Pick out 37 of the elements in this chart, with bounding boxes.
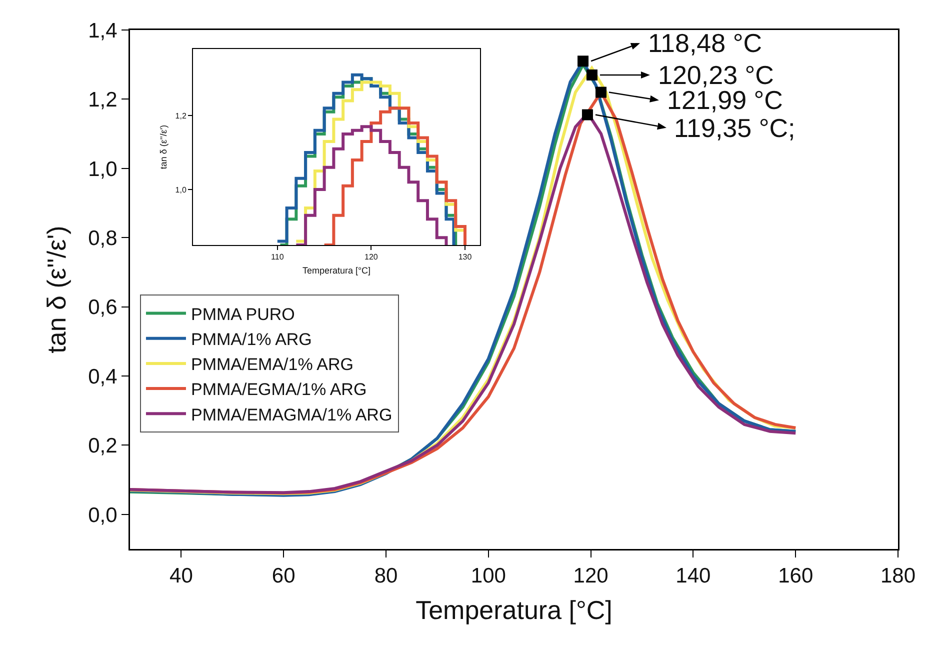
y-tick-label: 0,0: [88, 504, 118, 527]
x-tick-label: 100: [470, 564, 506, 588]
legend-label: PMMA/EMAGMA/1% ARG: [190, 405, 392, 424]
y-tick-label: 1,2: [175, 111, 187, 120]
y-tick-label: 1,2: [88, 88, 118, 112]
x-tick-label: 160: [778, 564, 814, 588]
y-axis-title: tan δ (ε''/ε'): [42, 226, 72, 354]
x-tick-label: 60: [272, 564, 296, 588]
point: [595, 86, 606, 98]
legend-label: PMMA PURO: [190, 304, 295, 324]
x-tick-label: 40: [170, 564, 193, 588]
annotation: 119,35 °C;: [674, 113, 796, 143]
x-tick-label: 140: [676, 564, 711, 588]
y-tick-label: 0,6: [88, 296, 118, 320]
annotation: 120,23 °C: [658, 60, 774, 90]
y-tick-label: 0,2: [88, 434, 118, 458]
y-tick-label: 1,4: [88, 19, 118, 42]
point: [582, 109, 593, 120]
x-axis-title: Temperatura [°C]: [416, 595, 612, 626]
legend-label: PMMA/1% ARG: [190, 330, 312, 349]
point: [578, 56, 589, 67]
y-axis-title: tan δ (ε''/ε'): [158, 124, 169, 170]
x-tick-label: 120: [573, 564, 608, 588]
y-tick-label: 0,8: [88, 226, 118, 250]
point: [586, 69, 598, 80]
y-tick-label: 1,0: [88, 158, 118, 181]
x-tick-label: 80: [374, 564, 398, 588]
x-tick-label: 120: [364, 252, 378, 262]
annotation: 118,48 °C: [648, 28, 762, 58]
x-tick-label: 180: [880, 564, 916, 588]
legend-label: PMMA/EGMA/1% ARG: [190, 380, 367, 400]
x-axis-title: Temperatura [°C]: [302, 265, 371, 276]
legend-label: PMMA/EMA/1% ARG: [190, 355, 354, 374]
y-tick-label: 0,4: [88, 365, 118, 388]
y-tick-label: 1,0: [175, 185, 187, 194]
x-tick-label: 110: [271, 252, 284, 262]
x-tick-label: 130: [458, 252, 472, 262]
